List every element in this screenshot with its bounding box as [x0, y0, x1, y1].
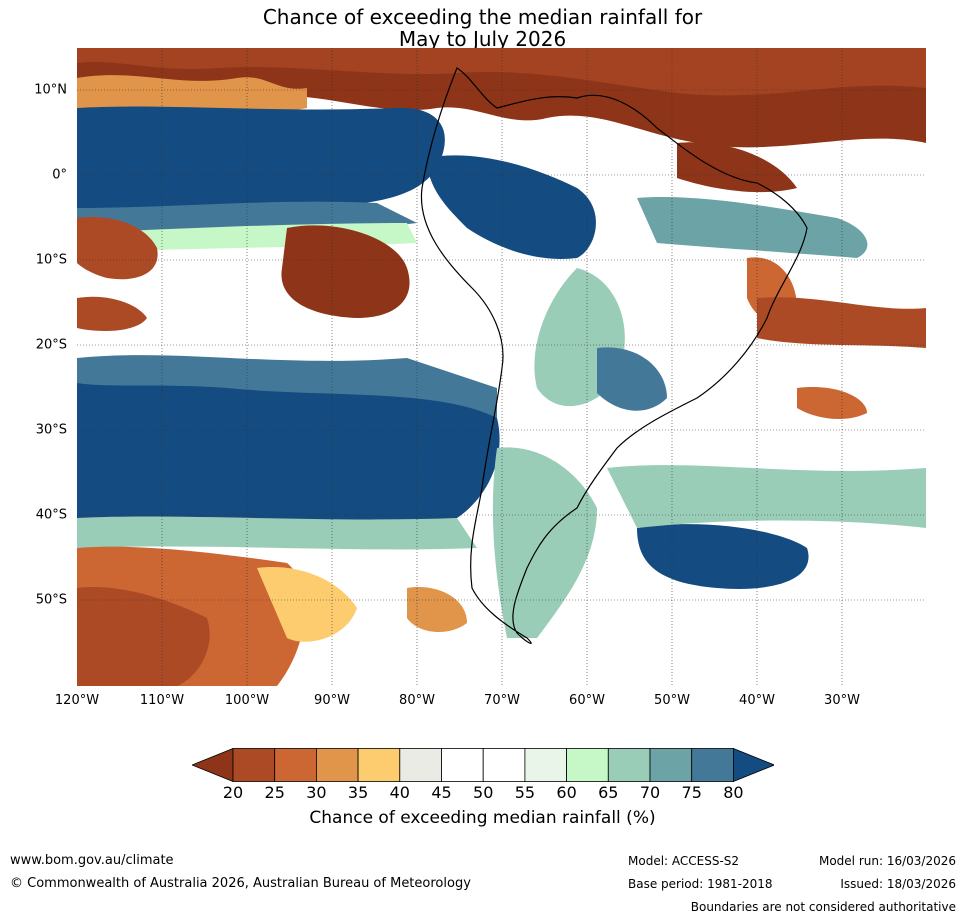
colorbar-tick-label: 70	[639, 783, 661, 802]
lon-label-90w: 90°W	[314, 693, 350, 708]
lon-label-110w: 110°W	[139, 693, 185, 708]
colorbar-tick-label: 55	[514, 783, 536, 802]
colorbar-tick-label: 40	[389, 783, 410, 802]
colorbar-tick-label: 50	[473, 783, 494, 802]
lat-label-10s: 10°S	[35, 252, 67, 268]
colorbar-cell	[482, 748, 526, 782]
colorbar-tick-label: 45	[431, 783, 452, 802]
lon-label-40w: 40°W	[739, 693, 775, 708]
colorbar-cell	[232, 748, 276, 782]
copyright-notice: © Commonwealth of Australia 2026, Austra…	[10, 876, 471, 891]
lon-label-100w: 100°W	[224, 693, 270, 708]
colorbar-tick-label: 80	[723, 783, 744, 802]
lat-label-30s: 30°S	[35, 422, 67, 438]
lon-label-60w: 60°W	[569, 693, 605, 708]
lat-label-0: 0°	[52, 167, 67, 183]
model-name: Model: ACCESS-S2	[628, 854, 740, 868]
forecast-map	[77, 48, 926, 686]
colorbar-cell	[316, 748, 359, 782]
colorbar-tick-label: 60	[556, 783, 577, 802]
rainfall-map-graphic	[77, 48, 926, 686]
lat-label-20s: 20°S	[35, 337, 67, 353]
lon-label-30w: 30°W	[824, 693, 860, 708]
lon-label-120w: 120°W	[54, 693, 100, 708]
map-title-line2: May to July 2026	[398, 27, 567, 51]
colorbar-tick-label: 75	[681, 783, 702, 802]
lat-label-40s: 40°S	[35, 507, 67, 523]
lat-label-10n: 10°N	[34, 82, 67, 98]
lat-label-50s: 50°S	[35, 592, 67, 608]
lon-label-80w: 80°W	[399, 693, 435, 708]
bom-website-link[interactable]: www.bom.gov.au/climate	[10, 853, 174, 868]
colorbar-tick-label: 35	[347, 783, 369, 802]
colorbar-cell-low	[192, 748, 234, 782]
colorbar-legend	[192, 748, 774, 782]
colorbar-cell	[566, 748, 609, 782]
colorbar-cell	[274, 748, 317, 782]
colorbar-cell	[691, 748, 734, 782]
lon-label-70w: 70°W	[484, 693, 520, 708]
colorbar-tick-label: 30	[306, 783, 327, 802]
colorbar-tick-label: 20	[222, 783, 244, 802]
map-title-line1: Chance of exceeding the median rainfall …	[262, 5, 703, 29]
colorbar-cell	[524, 748, 567, 782]
boundaries-disclaimer: Boundaries are not considered authoritat…	[690, 900, 956, 914]
colorbar-cell	[357, 748, 401, 782]
colorbar-tick-label: 25	[264, 783, 285, 802]
colorbar-cell	[649, 748, 693, 782]
colorbar-cell-high	[733, 748, 774, 782]
colorbar-tick-label: 65	[598, 783, 619, 802]
colorbar-label: Chance of exceeding median rainfall (%)	[309, 808, 656, 828]
issued-date: Issued: 18/03/2026	[840, 877, 956, 891]
base-period: Base period: 1981-2018	[628, 877, 773, 891]
colorbar-cell	[399, 748, 442, 782]
colorbar-cell	[607, 748, 651, 782]
colorbar-cell	[441, 748, 484, 782]
lon-label-50w: 50°W	[654, 693, 690, 708]
model-run-date: Model run: 16/03/2026	[818, 854, 956, 868]
